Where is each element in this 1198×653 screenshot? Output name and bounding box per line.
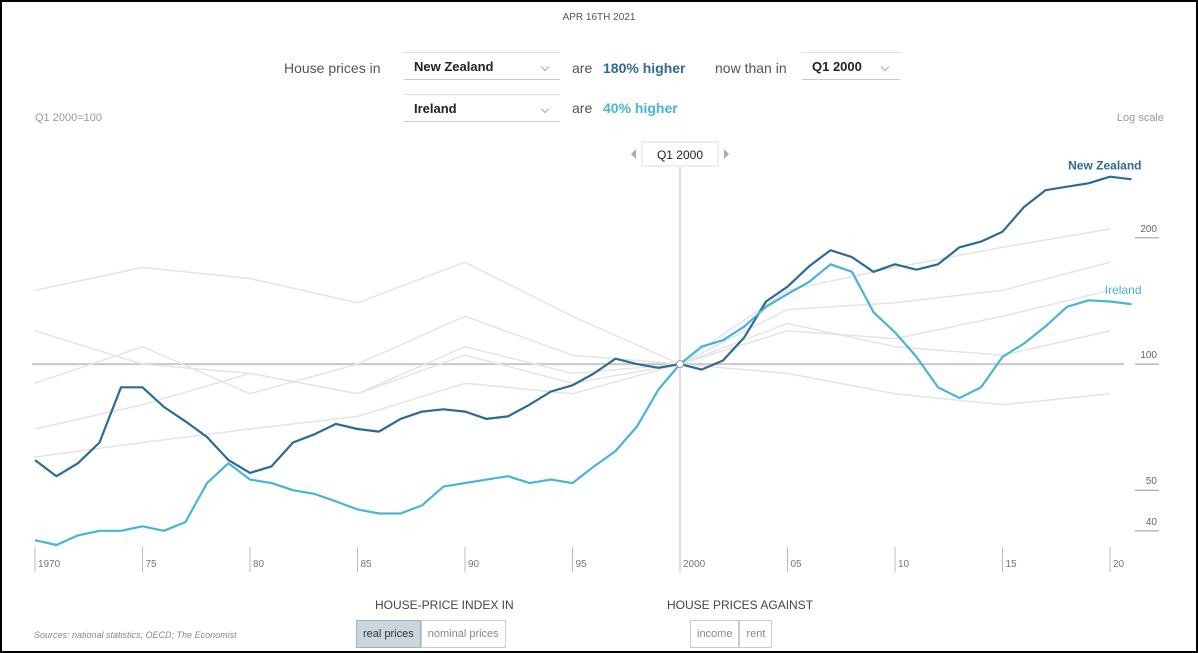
x-tick-label: 2000 — [683, 559, 706, 570]
y-tick-label: 40 — [1146, 517, 1158, 528]
y-tick-label: 50 — [1146, 476, 1158, 487]
series-line — [34, 315, 1111, 406]
x-tick-label: 90 — [468, 559, 480, 570]
series-line — [34, 175, 1132, 478]
change-text: 180% higher — [603, 60, 686, 76]
toggle-button[interactable]: rent — [739, 620, 773, 648]
marker-arrow — [631, 149, 636, 159]
sentence-text: are — [572, 100, 593, 116]
button-group: income rent — [690, 620, 773, 648]
sentence-text: are — [572, 60, 593, 76]
x-tick-label: 80 — [253, 559, 265, 570]
y-tick-label: 100 — [1140, 350, 1157, 361]
series-label: Ireland — [1105, 283, 1142, 297]
series-line — [34, 289, 1111, 395]
x-tick-label: 15 — [1006, 559, 1018, 570]
toggle-button[interactable]: nominal prices — [420, 620, 506, 648]
x-tick-label: 75 — [146, 559, 158, 570]
series-line — [34, 322, 1111, 458]
scale-note: Log scale — [1116, 112, 1164, 124]
source-note: Sources: national statistics; OECD; The … — [34, 630, 237, 640]
x-tick-label: 85 — [361, 559, 373, 570]
index-note: Q1 2000=100 — [35, 112, 102, 124]
sentence-text: now than in — [715, 60, 787, 76]
x-tick-label: 95 — [576, 559, 588, 570]
x-tick-label: 05 — [791, 559, 803, 570]
x-tick-label: 20 — [1113, 559, 1125, 570]
control-caption: HOUSE-PRICE INDEX IN — [375, 598, 514, 612]
sentence-text: House prices in — [284, 60, 381, 76]
y-tick-label: 200 — [1140, 224, 1157, 235]
date: APR 16TH 2021 — [562, 12, 636, 23]
change-text: 40% higher — [603, 100, 678, 116]
country-dropdown[interactable]: Ireland — [404, 94, 560, 122]
marker-box — [641, 141, 719, 167]
series-line — [34, 228, 1111, 365]
country-dropdown[interactable]: New Zealand — [404, 52, 560, 80]
marker-label: Q1 2000 — [657, 148, 703, 162]
marker-arrow — [724, 149, 729, 159]
series-line — [34, 261, 1111, 430]
marker-point — [676, 360, 684, 369]
period-dropdown[interactable]: Q1 2000 — [802, 52, 900, 80]
chart: 40 50 100 200 1970 75 80 85 90 95 2000 05 10 15 20 New … — [32, 141, 1159, 572]
toggle-button[interactable]: income — [690, 620, 740, 648]
x-tick-label: 1970 — [38, 559, 61, 570]
control-caption: HOUSE PRICES AGAINST — [667, 598, 814, 612]
series-label: New Zealand — [1068, 158, 1141, 172]
toggle-button[interactable]: real prices — [356, 620, 421, 648]
button-group: real prices nominal prices — [356, 620, 506, 648]
series-line — [34, 263, 1132, 547]
x-tick-label: 10 — [898, 559, 910, 570]
